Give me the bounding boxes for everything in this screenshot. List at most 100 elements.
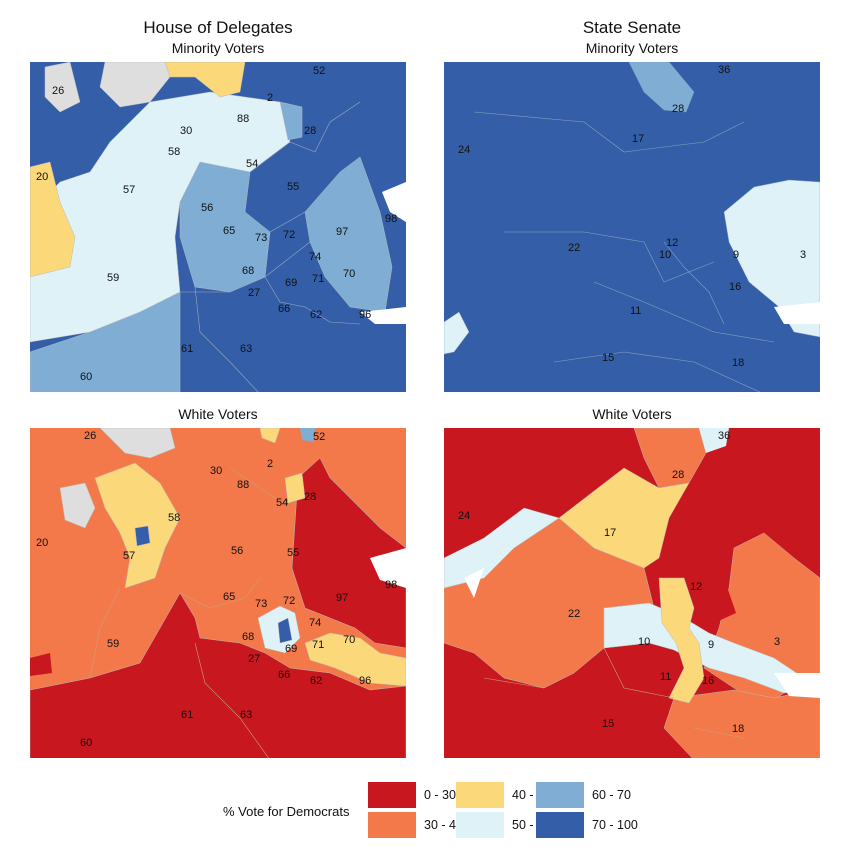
district-label: 28 — [672, 103, 684, 115]
state-senate-title: State Senate — [582, 18, 682, 37]
district-label: 15 — [602, 718, 614, 730]
district-label: 28 — [304, 491, 316, 503]
district-label: 88 — [237, 113, 249, 125]
district-label: 61 — [181, 343, 193, 355]
district-label: 9 — [708, 639, 714, 651]
district-label: 59 — [107, 272, 119, 284]
legend-swatch-0-30 — [368, 782, 416, 808]
legend-swatch-50-60 — [456, 812, 504, 838]
district-label: 68 — [242, 265, 254, 277]
district-label: 69 — [285, 277, 297, 289]
district-label: 18 — [732, 723, 744, 735]
district-label: 63 — [240, 709, 252, 721]
district-label: 97 — [336, 226, 348, 238]
legend-label-30-40: 30 - 40 — [424, 818, 463, 832]
district-label: 16 — [702, 675, 714, 687]
district-label: 60 — [80, 737, 92, 749]
district-label: 96 — [359, 309, 371, 321]
district-area — [658, 577, 705, 704]
district-label: 71 — [312, 273, 324, 285]
district-area — [99, 428, 176, 459]
house-white-map: 26 52 2 88 30 28 58 20 54 57 55 56 98 65… — [30, 428, 406, 758]
legend-title: % Vote for Democrats — [223, 804, 350, 819]
district-label: 66 — [278, 669, 290, 681]
district-label: 65 — [223, 225, 235, 237]
senate-white-subtitle: White Voters — [592, 406, 672, 422]
district-label: 17 — [632, 133, 644, 145]
district-label: 3 — [800, 249, 806, 261]
district-label: 73 — [255, 598, 267, 610]
district-label: 54 — [276, 497, 288, 509]
district-area — [699, 428, 729, 453]
district-area — [44, 62, 81, 113]
district-label: 16 — [729, 281, 741, 293]
district-area — [774, 302, 820, 324]
district-label: 63 — [240, 343, 252, 355]
district-label: 28 — [672, 469, 684, 481]
district-area — [30, 653, 52, 676]
district-area — [382, 182, 406, 222]
district-area — [259, 428, 281, 444]
legend-label-60-70: 60 - 70 — [592, 788, 631, 802]
house-of-delegates-title: House of Delegates — [143, 18, 293, 37]
district-label: 74 — [309, 617, 321, 629]
house-minority-map: 26 52 2 88 30 28 58 20 54 57 55 56 98 65… — [30, 62, 406, 392]
district-area — [59, 482, 96, 529]
district-label: 10 — [638, 636, 650, 648]
district-area — [284, 472, 306, 504]
legend-swatch-70-100 — [536, 812, 584, 838]
district-label: 57 — [123, 550, 135, 562]
district-label: 98 — [385, 579, 397, 591]
district-label: 15 — [602, 352, 614, 364]
district-label: 28 — [304, 125, 316, 137]
district-label: 17 — [604, 527, 616, 539]
district-label: 3 — [774, 636, 780, 648]
district-area — [694, 578, 736, 623]
house-minority-subtitle: Minority Voters — [171, 40, 265, 56]
district-area — [277, 617, 293, 644]
district-label: 69 — [285, 643, 297, 655]
district-label: 2 — [267, 92, 273, 104]
district-label: 18 — [732, 357, 744, 369]
district-label: 55 — [287, 547, 299, 559]
district-area — [304, 632, 406, 687]
district-label: 88 — [237, 479, 249, 491]
district-label: 62 — [310, 675, 322, 687]
district-label: 98 — [385, 213, 397, 225]
district-area — [304, 156, 393, 313]
district-area — [179, 161, 271, 293]
district-label: 56 — [201, 202, 213, 214]
district-area — [134, 525, 151, 547]
district-label: 36 — [718, 64, 730, 76]
district-label: 96 — [359, 675, 371, 687]
legend-label-70-100: 70 - 100 — [592, 818, 638, 832]
district-area — [774, 673, 820, 698]
district-area — [558, 467, 690, 569]
district-label: 61 — [181, 709, 193, 721]
district-label: 60 — [80, 371, 92, 383]
district-area — [723, 179, 820, 338]
district-area — [279, 101, 303, 141]
district-area — [444, 507, 560, 589]
district-label: 56 — [231, 545, 243, 557]
district-label: 58 — [168, 512, 180, 524]
district-label: 73 — [255, 232, 267, 244]
district-label: 22 — [568, 608, 580, 620]
district-label: 30 — [210, 465, 222, 477]
district-label: 58 — [168, 146, 180, 158]
district-label: 55 — [287, 181, 299, 193]
district-label: 24 — [458, 510, 470, 522]
district-area — [603, 602, 820, 694]
district-label: 72 — [283, 229, 295, 241]
district-label: 71 — [312, 639, 324, 651]
district-area — [370, 548, 406, 588]
district-label: 72 — [283, 595, 295, 607]
senate-minority-subtitle: Minority Voters — [585, 40, 679, 56]
district-area — [30, 161, 76, 278]
district-label: 12 — [690, 581, 702, 593]
district-area — [94, 462, 181, 589]
district-area — [628, 62, 695, 113]
district-label: 24 — [458, 144, 470, 156]
senate-minority-map: 36 28 17 24 12 10 9 3 22 16 11 15 18 — [444, 62, 820, 392]
district-label: 26 — [52, 85, 64, 97]
